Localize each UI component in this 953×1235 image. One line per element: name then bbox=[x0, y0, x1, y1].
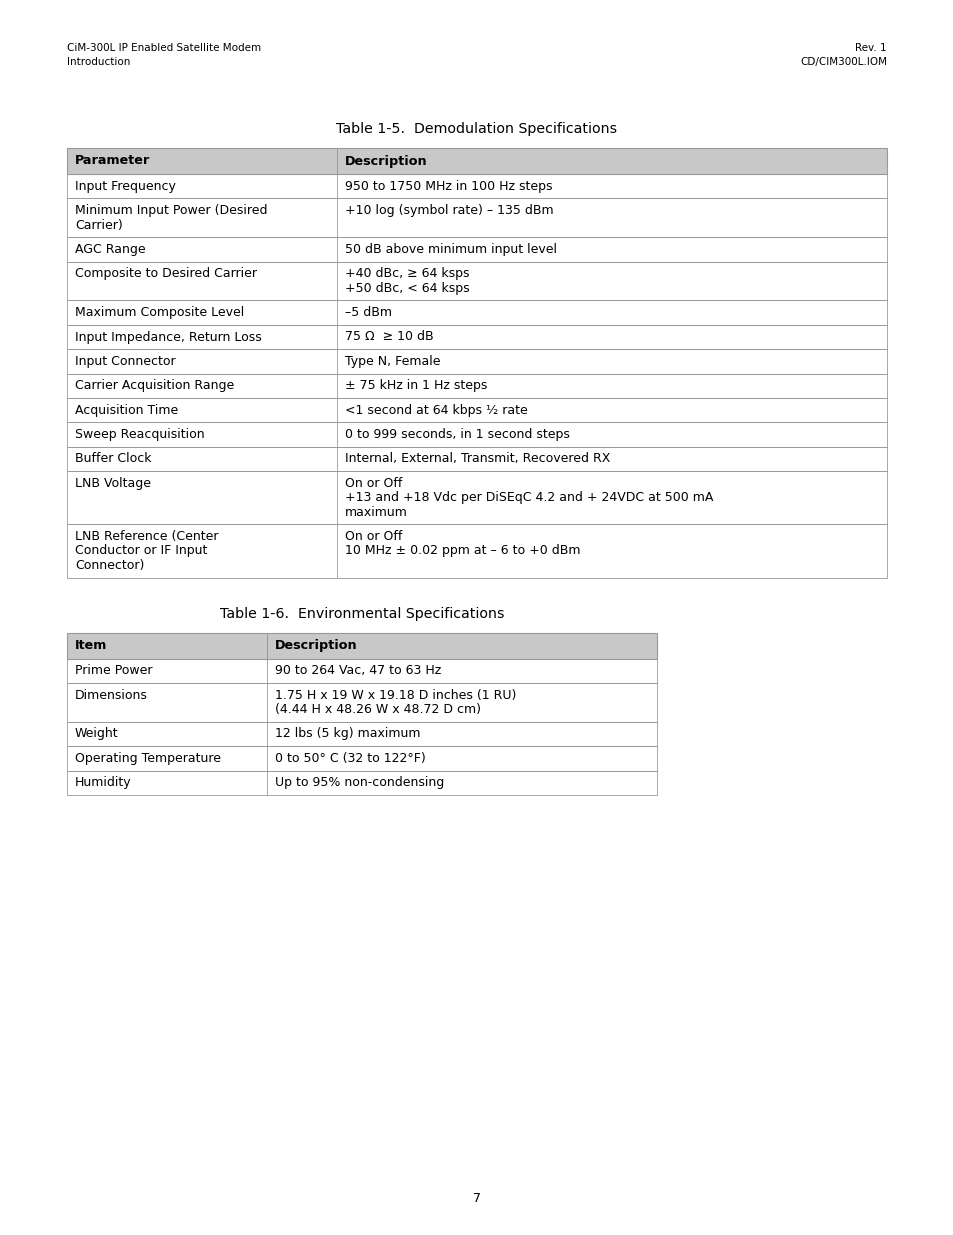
Bar bbox=[67, 237, 886, 262]
Text: Input Frequency: Input Frequency bbox=[75, 180, 175, 193]
Text: Description: Description bbox=[345, 154, 427, 168]
Text: 10 MHz ± 0.02 ppm at – 6 to +0 dBm: 10 MHz ± 0.02 ppm at – 6 to +0 dBm bbox=[345, 545, 579, 557]
Bar bbox=[67, 771, 657, 795]
Text: +10 log (symbol rate) – 135 dBm: +10 log (symbol rate) – 135 dBm bbox=[345, 204, 553, 217]
Bar bbox=[67, 300, 886, 325]
Bar bbox=[67, 422, 886, 447]
Text: 12 lbs (5 kg) maximum: 12 lbs (5 kg) maximum bbox=[274, 727, 420, 741]
Text: Acquisition Time: Acquisition Time bbox=[75, 404, 178, 416]
Text: 75 Ω  ≥ 10 dB: 75 Ω ≥ 10 dB bbox=[345, 331, 434, 343]
Text: Table 1-6.  Environmental Specifications: Table 1-6. Environmental Specifications bbox=[219, 606, 504, 621]
Text: CD/CIM300L.IOM: CD/CIM300L.IOM bbox=[800, 57, 886, 67]
Bar bbox=[67, 525, 886, 578]
Bar bbox=[67, 262, 886, 300]
Bar bbox=[67, 422, 886, 447]
Bar bbox=[67, 632, 657, 658]
Text: +50 dBc, < 64 ksps: +50 dBc, < 64 ksps bbox=[345, 282, 469, 295]
Text: 7: 7 bbox=[473, 1192, 480, 1205]
Bar bbox=[67, 721, 657, 746]
Bar bbox=[67, 199, 886, 237]
Text: 90 to 264 Vac, 47 to 63 Hz: 90 to 264 Vac, 47 to 63 Hz bbox=[274, 664, 441, 677]
Text: ± 75 kHz in 1 Hz steps: ± 75 kHz in 1 Hz steps bbox=[345, 379, 487, 393]
Text: LNB Voltage: LNB Voltage bbox=[75, 477, 151, 490]
Text: 950 to 1750 MHz in 100 Hz steps: 950 to 1750 MHz in 100 Hz steps bbox=[345, 180, 552, 193]
Text: CiM-300L IP Enabled Satellite Modem: CiM-300L IP Enabled Satellite Modem bbox=[67, 43, 261, 53]
Bar bbox=[67, 148, 886, 174]
Bar bbox=[67, 174, 886, 199]
Bar bbox=[67, 746, 657, 771]
Bar bbox=[67, 658, 657, 683]
Text: Minimum Input Power (Desired: Minimum Input Power (Desired bbox=[75, 204, 267, 217]
Text: Prime Power: Prime Power bbox=[75, 664, 152, 677]
Text: Description: Description bbox=[274, 638, 357, 652]
Bar bbox=[67, 472, 886, 525]
Bar bbox=[67, 374, 886, 398]
Text: Rev. 1: Rev. 1 bbox=[855, 43, 886, 53]
Bar bbox=[67, 447, 886, 472]
Bar bbox=[67, 746, 657, 771]
Text: AGC Range: AGC Range bbox=[75, 243, 146, 256]
Text: Weight: Weight bbox=[75, 727, 118, 741]
Bar bbox=[67, 199, 886, 237]
Text: 0 to 999 seconds, in 1 second steps: 0 to 999 seconds, in 1 second steps bbox=[345, 429, 569, 441]
Text: Carrier Acquisition Range: Carrier Acquisition Range bbox=[75, 379, 234, 393]
Bar bbox=[67, 525, 886, 578]
Text: Connector): Connector) bbox=[75, 559, 144, 572]
Bar bbox=[67, 632, 657, 658]
Bar bbox=[67, 350, 886, 374]
Text: Introduction: Introduction bbox=[67, 57, 131, 67]
Text: On or Off: On or Off bbox=[345, 477, 402, 490]
Bar bbox=[67, 683, 657, 721]
Text: Input Connector: Input Connector bbox=[75, 354, 175, 368]
Bar bbox=[67, 350, 886, 374]
Text: Carrier): Carrier) bbox=[75, 219, 123, 231]
Bar bbox=[67, 174, 886, 199]
Text: 1.75 H x 19 W x 19.18 D inches (1 RU): 1.75 H x 19 W x 19.18 D inches (1 RU) bbox=[274, 689, 516, 701]
Text: +40 dBc, ≥ 64 ksps: +40 dBc, ≥ 64 ksps bbox=[345, 267, 469, 280]
Text: Sweep Reacquisition: Sweep Reacquisition bbox=[75, 429, 204, 441]
Text: (4.44 H x 48.26 W x 48.72 D cm): (4.44 H x 48.26 W x 48.72 D cm) bbox=[274, 703, 480, 716]
Bar bbox=[67, 374, 886, 398]
Text: Dimensions: Dimensions bbox=[75, 689, 148, 701]
Text: Conductor or IF Input: Conductor or IF Input bbox=[75, 545, 207, 557]
Bar bbox=[67, 472, 886, 525]
Text: Type N, Female: Type N, Female bbox=[345, 354, 440, 368]
Text: LNB Reference (Center: LNB Reference (Center bbox=[75, 530, 218, 543]
Bar bbox=[67, 148, 886, 174]
Text: 0 to 50° C (32 to 122°F): 0 to 50° C (32 to 122°F) bbox=[274, 752, 425, 764]
Bar bbox=[67, 300, 886, 325]
Bar bbox=[67, 398, 886, 422]
Text: <1 second at 64 kbps ½ rate: <1 second at 64 kbps ½ rate bbox=[345, 404, 527, 416]
Text: Humidity: Humidity bbox=[75, 777, 132, 789]
Bar bbox=[67, 325, 886, 350]
Text: Maximum Composite Level: Maximum Composite Level bbox=[75, 306, 244, 319]
Bar bbox=[67, 398, 886, 422]
Bar bbox=[67, 447, 886, 472]
Text: Input Impedance, Return Loss: Input Impedance, Return Loss bbox=[75, 331, 261, 343]
Text: +13 and +18 Vdc per DiSEqC 4.2 and + 24VDC at 500 mA: +13 and +18 Vdc per DiSEqC 4.2 and + 24V… bbox=[345, 492, 713, 504]
Text: Item: Item bbox=[75, 638, 108, 652]
Text: 50 dB above minimum input level: 50 dB above minimum input level bbox=[345, 243, 557, 256]
Bar bbox=[67, 771, 657, 795]
Bar bbox=[67, 721, 657, 746]
Text: Table 1-5.  Demodulation Specifications: Table 1-5. Demodulation Specifications bbox=[336, 122, 617, 136]
Text: Up to 95% non-condensing: Up to 95% non-condensing bbox=[274, 777, 444, 789]
Text: Internal, External, Transmit, Recovered RX: Internal, External, Transmit, Recovered … bbox=[345, 452, 610, 466]
Text: Parameter: Parameter bbox=[75, 154, 150, 168]
Bar bbox=[67, 658, 657, 683]
Bar bbox=[67, 683, 657, 721]
Text: On or Off: On or Off bbox=[345, 530, 402, 543]
Text: Composite to Desired Carrier: Composite to Desired Carrier bbox=[75, 267, 256, 280]
Bar bbox=[67, 325, 886, 350]
Bar bbox=[67, 237, 886, 262]
Text: maximum: maximum bbox=[345, 505, 408, 519]
Text: Operating Temperature: Operating Temperature bbox=[75, 752, 221, 764]
Text: –5 dBm: –5 dBm bbox=[345, 306, 392, 319]
Bar bbox=[67, 262, 886, 300]
Text: Buffer Clock: Buffer Clock bbox=[75, 452, 152, 466]
